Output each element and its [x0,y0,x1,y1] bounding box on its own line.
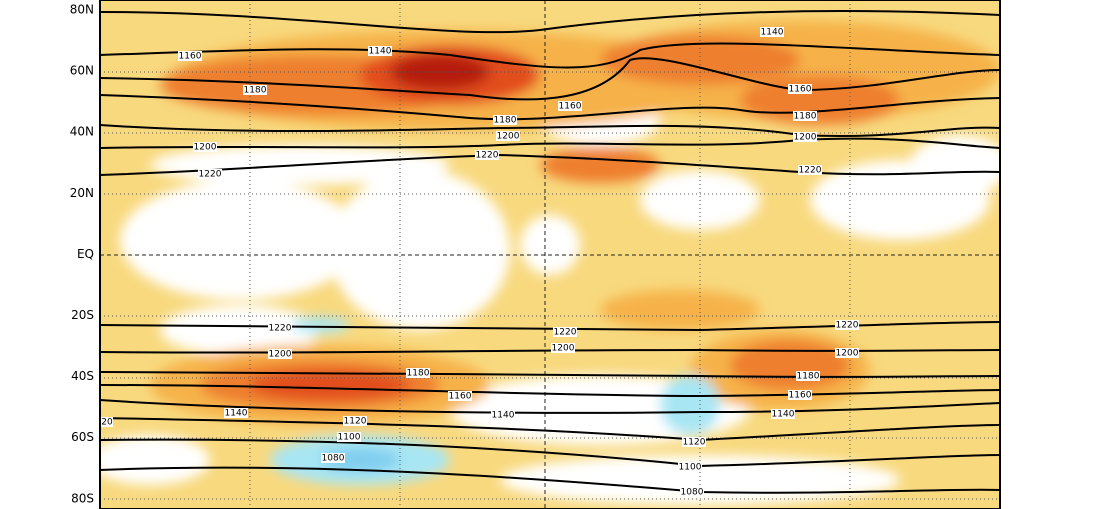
contour-label-bg [553,327,577,337]
contour-label-bg [835,320,859,330]
contour-label-bg [796,371,820,381]
contour-label-bg [475,150,499,160]
latitude-label: 40S [71,369,94,383]
contour-label: 1140 [225,409,248,419]
contour-label: 1220 [199,170,222,180]
contour-label: 1200 [794,133,817,143]
contour-label-bg [268,323,292,333]
contour-label-bg [793,111,817,121]
contour-label: 1180 [407,369,430,379]
contour-label-bg [178,51,202,61]
contour-label: 1160 [449,392,472,402]
contour-label-bg [551,343,575,353]
contour-label-bg [368,46,392,56]
contour-label-bg [496,131,520,141]
contour-label-bg [788,84,812,94]
contour-label: 1180 [797,372,820,382]
latitude-label: 80S [71,491,94,505]
contour-label-bg [798,165,822,175]
contour-label-bg [224,408,248,418]
contour-label: 1140 [772,410,795,420]
contour-label-bg [788,390,812,400]
contour-label-bg [771,409,795,419]
latitude-label: 20N [70,186,94,200]
contour-label: 20 [101,418,113,428]
contour-label: 1160 [789,85,812,95]
contour-label-bg [835,348,859,358]
map-frame [99,0,1001,509]
contour-label: 1180 [494,116,517,126]
contour-label: 1220 [554,328,577,338]
contour-label-bg [682,437,706,447]
contour-label-bg [680,487,704,497]
contour-label-bg [678,462,702,472]
contour-label: 1200 [497,132,520,142]
contour-label: 1100 [679,463,702,473]
reference-lines [100,0,1000,509]
contour-label: 1160 [789,391,812,401]
contour-label-bg [321,453,345,463]
contour-label-bg [760,27,784,37]
contour-label: 1120 [683,438,706,448]
contour-label: 1220 [836,321,859,331]
latitude-label: EQ [77,247,94,261]
map-area [100,0,1000,509]
contour-label-bg [558,101,582,111]
contour-label-bg [243,85,267,95]
contour-label: 1220 [799,166,822,176]
latitude-label: 80N [70,3,94,17]
contour-label-bg [343,416,367,426]
contour-label: 1180 [244,86,267,96]
contour-label-bg [491,410,515,420]
contour-label-bg [268,349,292,359]
contour-label: 1140 [761,28,784,38]
labels: 80N 60N 40N 20N EQ 20S 40S 60S 80S 1160 1140 1180 12… [70,3,859,505]
contour-label: 1200 [552,344,575,354]
latitude-label: 20S [71,308,94,322]
contour-label-bg [406,368,430,378]
contour-label: 1140 [492,411,515,421]
latitude-label: 60S [71,430,94,444]
contour-label: 1160 [559,102,582,112]
contour-label-bg [793,132,817,142]
contour-label-bg [193,142,217,152]
contour-label: 1200 [194,143,217,153]
contour-label: 1220 [476,151,499,161]
contour-label-bg [101,417,113,427]
contour-label: 1080 [681,488,704,498]
contour-label: 1080 [322,454,345,464]
contour-label-bg [337,432,361,442]
contour-label: 1120 [344,417,367,427]
contour-label: 1220 [269,324,292,334]
contour-label: 1140 [369,47,392,57]
contour-label: 1200 [269,350,292,360]
contour-label-bg [198,169,222,179]
contour-label-bg [493,115,517,125]
latitude-label: 60N [70,64,94,78]
contour-label: 1200 [836,349,859,359]
latitude-label: 40N [70,125,94,139]
contours [100,9,1000,494]
contour-label: 1180 [794,112,817,122]
contour-label: 1160 [179,52,202,62]
contour-label-bg [448,391,472,401]
contour-label: 1100 [338,433,361,443]
